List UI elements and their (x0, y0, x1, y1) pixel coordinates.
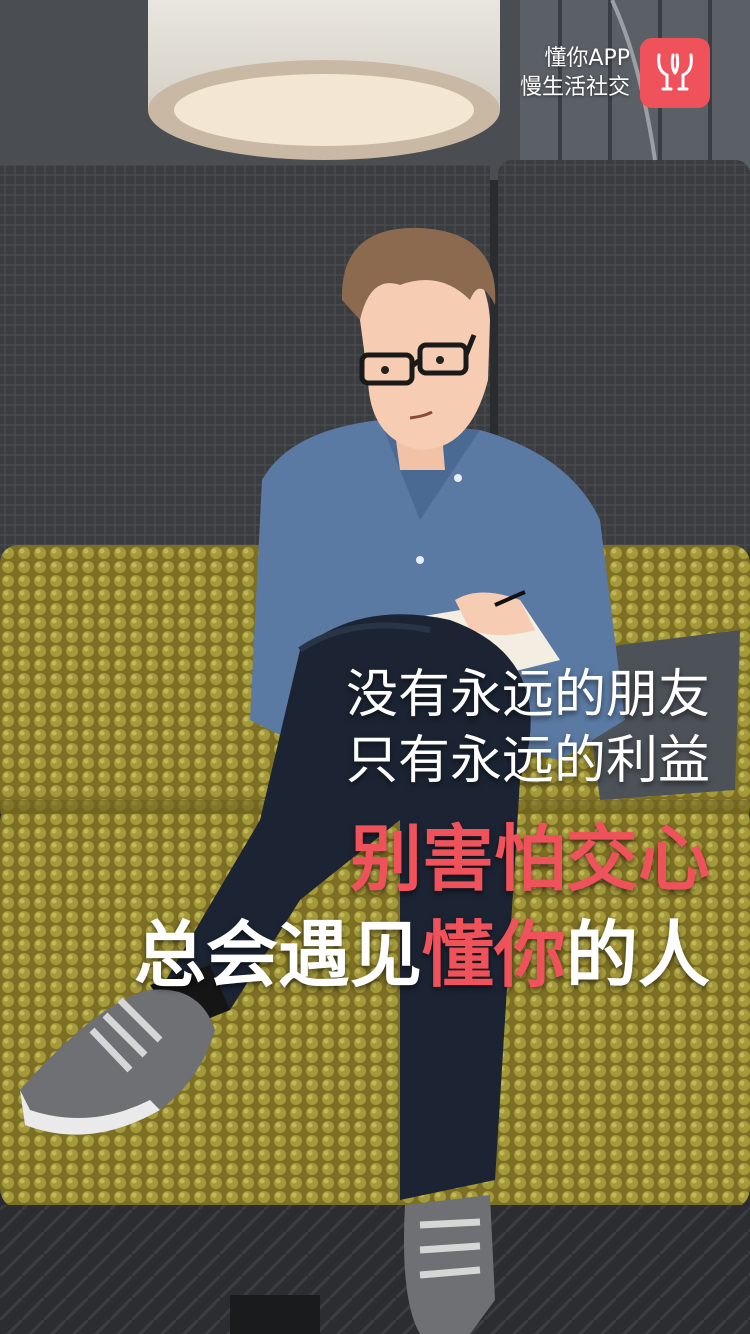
headline-line-4-accent: 懂你 (421, 913, 566, 997)
headline-line-4: 总会遇见懂你的人 (20, 896, 710, 1001)
brand-badge: 懂你APP 慢生活社交 (520, 38, 710, 108)
app-slogan: 慢生活社交 (519, 75, 630, 100)
headline-line-4-part2: 的人 (565, 913, 710, 997)
wine-glasses-icon (657, 53, 693, 91)
app-name: 懂你APP (544, 46, 630, 71)
app-logo (640, 38, 710, 108)
headline-line-1: 没有永远的朋友 (345, 665, 710, 725)
headline-line-4-part1: 总会遇见 (133, 913, 422, 997)
headline-line-2: 只有永远的利益 (345, 731, 710, 791)
brand-text: 懂你APP 慢生活社交 (520, 44, 630, 102)
headline-line-3: 别害怕交心 (349, 817, 710, 901)
